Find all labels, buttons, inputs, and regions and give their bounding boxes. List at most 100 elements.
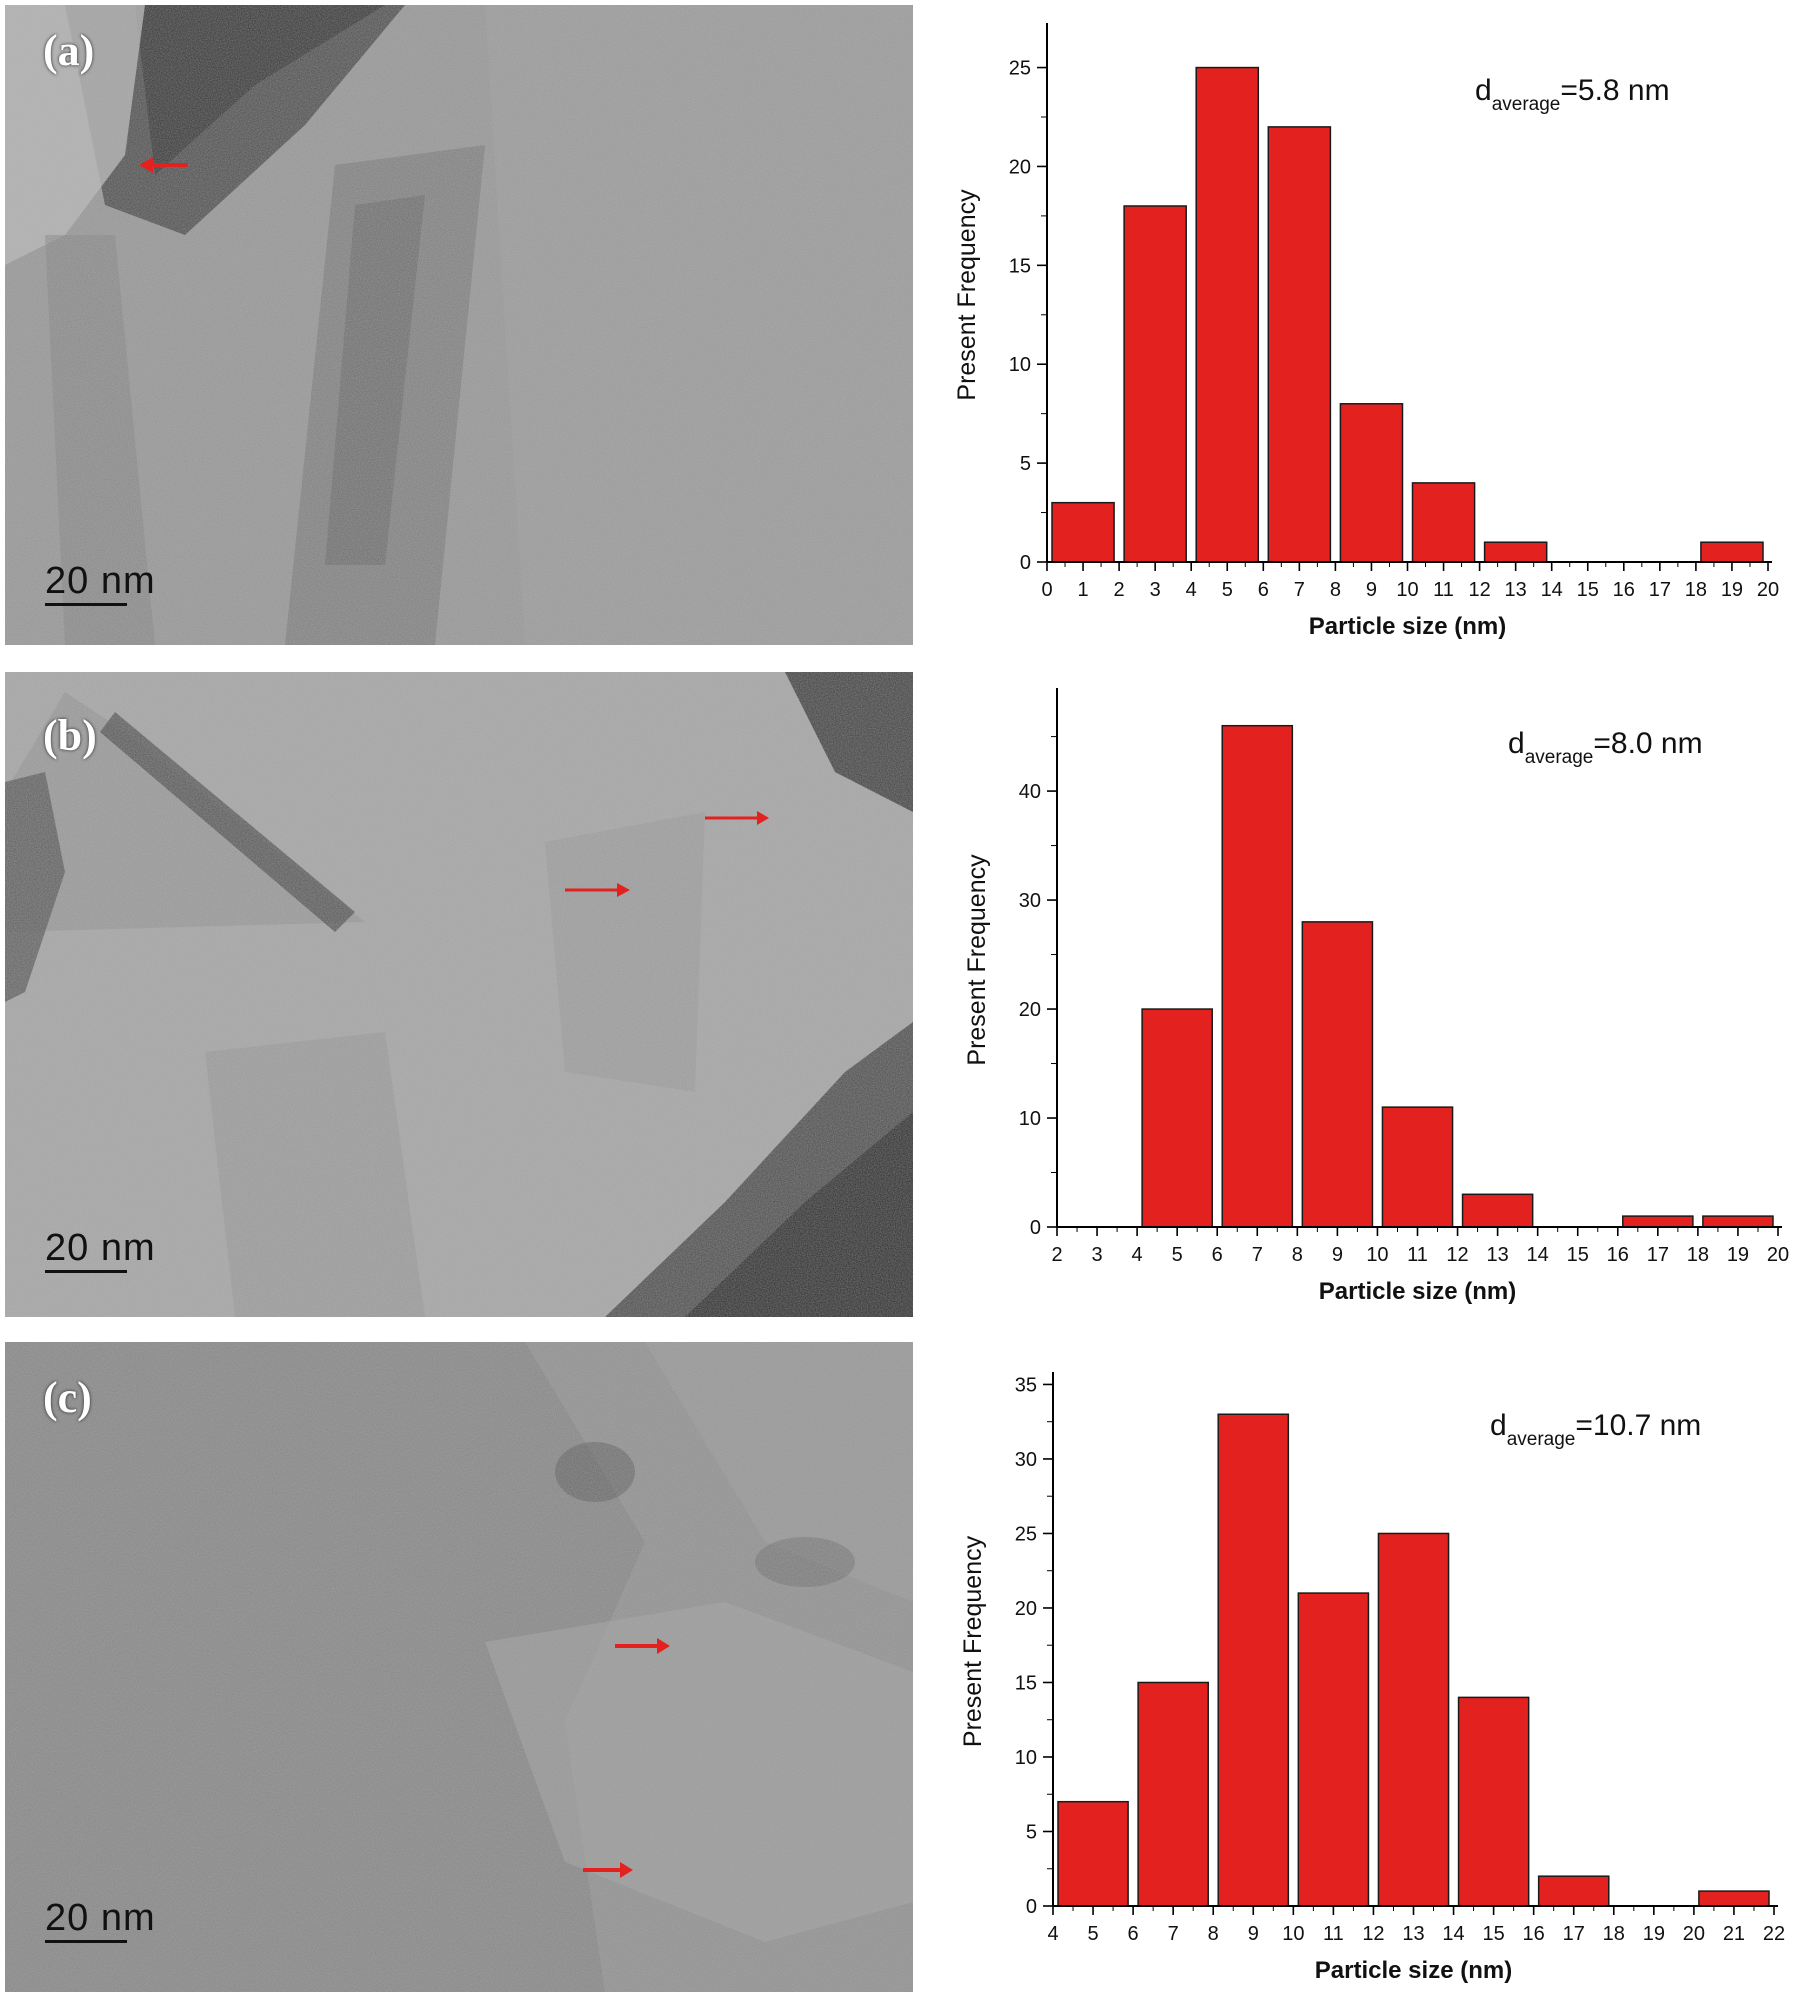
y-tick-label: 10 [1015, 1747, 1037, 1769]
x-tick-label: 8 [1292, 1244, 1303, 1266]
histogram-bar [1057, 1800, 1129, 1907]
histogram-bar [1377, 1532, 1450, 1907]
x-tick-label: 12 [1362, 1923, 1384, 1945]
y-tick-label: 10 [1019, 1108, 1041, 1130]
scale-bar-label-c: 20 nm [45, 1897, 156, 1939]
x-tick-label: 2 [1051, 1244, 1062, 1266]
y-tick-label: 5 [1020, 453, 1031, 475]
y-tick-label: 5 [1026, 1821, 1037, 1843]
tem-micrograph-a [5, 5, 913, 645]
y-tick-label: 0 [1026, 1896, 1037, 1918]
x-tick-label: 3 [1091, 1244, 1102, 1266]
y-tick-label: 30 [1019, 890, 1041, 912]
x-tick-label: 6 [1212, 1244, 1223, 1266]
histogram-c: 4 5 6 7 8 9 10 11 12 13 14 15 16 17 18 19 20 21 22 0 5 10 15 20… [930, 1330, 1800, 2000]
histogram-bar [1537, 1875, 1610, 1907]
y-tick-label: 0 [1030, 1217, 1041, 1239]
histogram-b: 2 3 4 5 6 7 8 9 10 11 12 13 14 15 16 17 18 19 20 0 10 20 30 40 P… [930, 660, 1800, 1330]
histogram-bar [1301, 921, 1374, 1228]
y-tick-label: 20 [1009, 156, 1031, 178]
x-tick-label: 22 [1763, 1923, 1785, 1945]
panel-row-b: (b) 20 nm 2 3 4 5 6 7 8 9 10 11 12 13 14 15 16 17 18 19 20… [0, 660, 1800, 1330]
x-tick-label: 18 [1603, 1923, 1625, 1945]
y-axis-label: Present Frequency [963, 854, 991, 1066]
x-tick-label: 9 [1248, 1923, 1259, 1945]
x-tick-label: 4 [1047, 1923, 1058, 1945]
panel-label-a: (a) [43, 26, 95, 75]
x-tick-label: 10 [1366, 1244, 1388, 1266]
scale-bar-a [45, 603, 127, 606]
annotation-base: d [1508, 727, 1525, 760]
tem-image-a: (a) 20 nm [5, 5, 913, 645]
x-tick-label: 18 [1687, 1244, 1709, 1266]
histogram-bar [1217, 1413, 1290, 1907]
x-tick-label: 9 [1332, 1244, 1343, 1266]
scale-bar-c [45, 1940, 127, 1943]
y-tick-label: 35 [1015, 1374, 1037, 1396]
x-tick-label: 17 [1563, 1923, 1585, 1945]
x-axis-label: Particle size (nm) [1315, 1957, 1512, 1984]
scale-bar-label-a: 20 nm [45, 560, 156, 602]
x-tick-label: 13 [1402, 1923, 1424, 1945]
y-tick-label: 10 [1009, 354, 1031, 376]
x-tick-label: 14 [1541, 579, 1563, 601]
panel-row-a: (a) 20 nm 0 1 2 3 4 5 6 7 8 9 10 11 12 13 14 15 16 17 18 19… [0, 0, 1800, 660]
tem-image-c: (c) 20 nm [5, 1342, 913, 1992]
x-tick-label: 17 [1647, 1244, 1669, 1266]
tem-image-b: (b) 20 nm [5, 672, 913, 1317]
x-tick-label: 16 [1607, 1244, 1629, 1266]
histogram-svg-c: 4 5 6 7 8 9 10 11 12 13 14 15 16 17 18 19 20 21 22 0 5 10 15 20… [959, 1372, 1785, 1984]
histogram-bar [1411, 482, 1476, 563]
annotation-value: =10.7 nm [1575, 1409, 1701, 1442]
histogram-bar [1051, 501, 1115, 563]
annotation-value: =5.8 nm [1560, 74, 1669, 107]
x-tick-label: 9 [1366, 579, 1377, 601]
x-tick-label: 8 [1208, 1923, 1219, 1945]
tem-micrograph-c [5, 1342, 913, 1992]
histogram-bar [1381, 1106, 1454, 1228]
x-tick-label: 8 [1330, 579, 1341, 601]
x-tick-label: 4 [1186, 579, 1197, 601]
histogram-a: 0 1 2 3 4 5 6 7 8 9 10 11 12 13 14 15 16 17 18 19 20 0 5 10 15 20… [930, 0, 1800, 660]
x-tick-label: 3 [1150, 579, 1161, 601]
histogram-svg-a: 0 1 2 3 4 5 6 7 8 9 10 11 12 13 14 15 16 17 18 19 2005101520… [953, 23, 1779, 640]
histogram-bar [1461, 1193, 1534, 1228]
average-size-annotation: daverage=8.0 nm [1508, 727, 1703, 768]
tem-micrograph-b [5, 672, 913, 1317]
panel-label-c: (c) [43, 1373, 92, 1422]
x-tick-label: 21 [1723, 1923, 1745, 1945]
y-axis-label: Present Frequency [959, 1535, 987, 1747]
histogram-bar [1141, 1008, 1213, 1228]
annotation-subscript: average [1492, 94, 1561, 115]
annotation-base: d [1490, 1409, 1507, 1442]
y-tick-label: 25 [1015, 1523, 1037, 1545]
x-tick-label: 4 [1132, 1244, 1143, 1266]
x-axis-label: Particle size (nm) [1319, 1278, 1516, 1305]
x-tick-label: 7 [1168, 1923, 1179, 1945]
panel-label-b: (b) [43, 711, 97, 760]
arrow-marker-c1 [615, 1638, 670, 1654]
x-tick-label: 0 [1041, 579, 1052, 601]
annotation-subscript: average [1507, 1429, 1576, 1450]
x-tick-label: 5 [1172, 1244, 1183, 1266]
x-tick-label: 16 [1613, 579, 1635, 601]
histogram-bar [1698, 1890, 1770, 1907]
annotation-subscript: average [1525, 747, 1594, 768]
scale-bar-label-b: 20 nm [45, 1227, 156, 1269]
histogram-bar [1702, 1215, 1774, 1228]
y-tick-label: 20 [1019, 999, 1041, 1021]
x-tick-label: 13 [1486, 1244, 1508, 1266]
x-tick-label: 11 [1323, 1923, 1344, 1945]
x-tick-label: 20 [1683, 1923, 1705, 1945]
x-tick-label: 17 [1649, 579, 1671, 601]
arrow-marker-c2 [583, 1862, 633, 1878]
x-tick-label: 19 [1727, 1244, 1749, 1266]
x-tick-label: 1 [1077, 579, 1088, 601]
y-tick-label: 0 [1020, 552, 1031, 574]
x-tick-label: 14 [1527, 1244, 1549, 1266]
x-tick-label: 6 [1128, 1923, 1139, 1945]
histogram-bar [1221, 724, 1294, 1228]
x-axis-label: Particle size (nm) [1309, 613, 1506, 640]
x-tick-label: 12 [1446, 1244, 1468, 1266]
histogram-bar [1622, 1215, 1694, 1228]
